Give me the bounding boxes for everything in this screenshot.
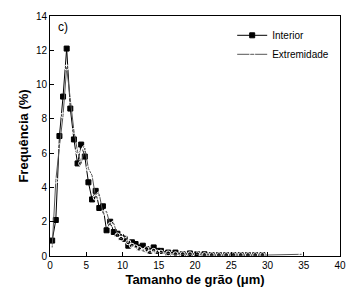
svg-text:15: 15 — [153, 260, 165, 271]
svg-text:25: 25 — [226, 260, 238, 271]
svg-text:35: 35 — [298, 260, 310, 271]
svg-text:14: 14 — [36, 11, 48, 22]
svg-text:4: 4 — [41, 182, 47, 193]
svg-text:Interior: Interior — [272, 30, 304, 41]
svg-text:Frequência (%): Frequência (%) — [16, 89, 31, 182]
svg-text:Extremidade: Extremidade — [272, 49, 329, 60]
svg-text:30: 30 — [262, 260, 274, 271]
svg-text:0: 0 — [47, 260, 53, 271]
svg-text:40: 40 — [334, 260, 346, 271]
svg-text:c): c) — [58, 20, 68, 34]
svg-text:5: 5 — [83, 260, 89, 271]
svg-text:10: 10 — [117, 260, 129, 271]
svg-text:6: 6 — [41, 148, 47, 159]
svg-text:8: 8 — [41, 113, 47, 124]
svg-text:12: 12 — [36, 45, 48, 56]
svg-text:0: 0 — [41, 251, 47, 262]
svg-text:20: 20 — [189, 260, 201, 271]
svg-text:2: 2 — [41, 216, 47, 227]
svg-text:Tamanho de grão (μm): Tamanho de grão (μm) — [125, 272, 264, 287]
svg-text:10: 10 — [36, 79, 48, 90]
